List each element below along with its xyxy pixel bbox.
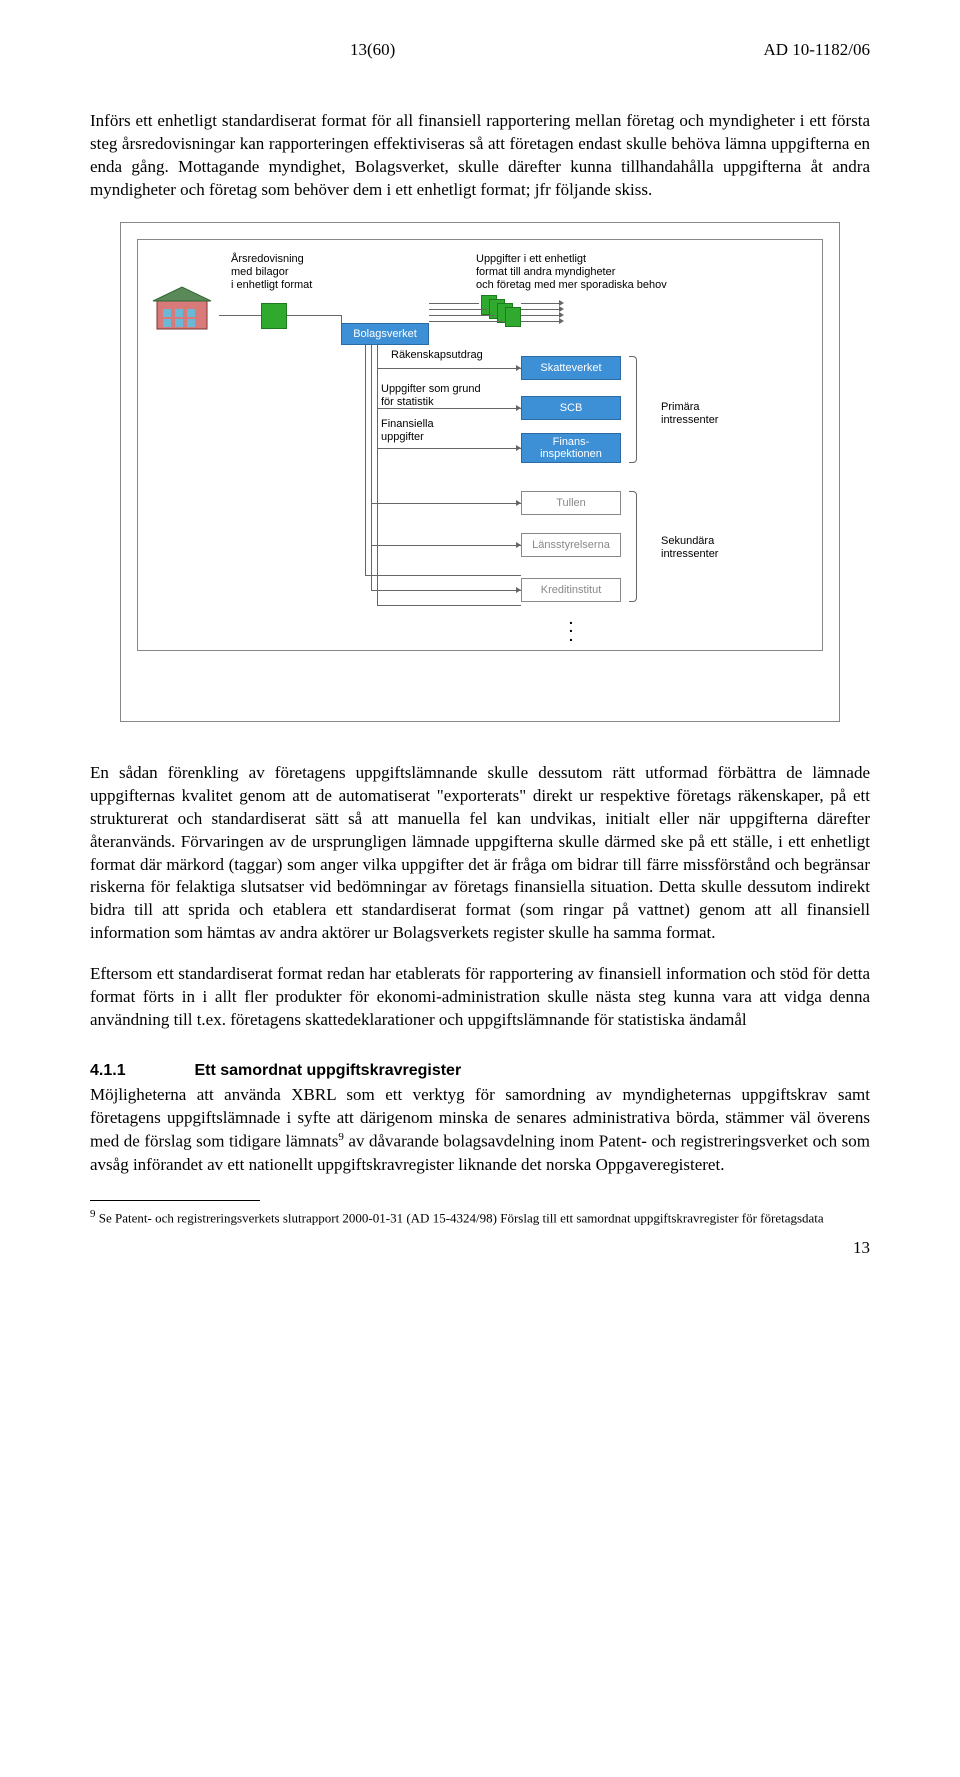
- connector-line: [521, 309, 561, 310]
- connector-line: [521, 321, 561, 322]
- rakenskap-label: Räkenskapsutdrag: [391, 349, 483, 362]
- input-label: Årsredovisning med bilagor i enhetligt f…: [231, 253, 312, 293]
- paragraph-4: Möjligheterna att använda XBRL som ett v…: [90, 1084, 870, 1176]
- lansstyr-label: Länsstyrelserna: [532, 539, 610, 551]
- scb-node: SCB: [521, 396, 621, 420]
- input-label-l2: med bilagor: [231, 266, 288, 278]
- finansiella-label: Finansiella uppgifter: [381, 418, 434, 444]
- page-of-label: 13(60): [350, 40, 395, 60]
- connector-line: [377, 345, 378, 605]
- bolagsverket-node: Bolagsverket: [341, 323, 429, 345]
- output-label-l1: Uppgifter i ett enhetligt: [476, 253, 586, 265]
- arrow-icon: [516, 500, 521, 506]
- finansinsp-label: Finans-inspektionen: [526, 436, 616, 460]
- skatteverket-node: Skatteverket: [521, 356, 621, 380]
- connector-line: [371, 590, 521, 591]
- connector-line: [521, 303, 561, 304]
- arrow-icon: [516, 365, 521, 371]
- output-label-l3: och företag med mer sporadiska behov: [476, 279, 667, 291]
- connector-line: [377, 448, 521, 449]
- page-number: 13: [90, 1238, 870, 1258]
- doc-id-label: AD 10-1182/06: [763, 40, 870, 60]
- footnote-9: 9 Se Patent- och registreringsverkets sl…: [90, 1207, 870, 1227]
- connector-line: [429, 303, 479, 304]
- primara-l1: Primära: [661, 401, 700, 413]
- connector-line: [377, 605, 521, 606]
- scb-label: SCB: [560, 402, 583, 414]
- section-heading: 4.1.1 Ett samordnat uppgiftskravregister: [90, 1062, 870, 1080]
- arrow-icon: [516, 405, 521, 411]
- sekundara-label: Sekundära intressenter: [661, 535, 718, 561]
- uppg-stat-l1: Uppgifter som grund: [381, 383, 481, 395]
- uppgifter-stat-label: Uppgifter som grund för statistik: [381, 383, 481, 409]
- section-title: Ett samordnat uppgiftskravregister: [194, 1062, 461, 1079]
- fin-l1: Finansiella: [381, 418, 434, 430]
- skatteverket-label: Skatteverket: [540, 362, 601, 374]
- connector-line: [365, 575, 521, 576]
- primara-l2: intressenter: [661, 414, 718, 426]
- output-label-l2: format till andra myndigheter: [476, 266, 615, 278]
- arrow-icon: [516, 445, 521, 451]
- paragraph-3: Eftersom ett standardiserat format redan…: [90, 963, 870, 1032]
- connector-line: [371, 345, 372, 590]
- sek-l1: Sekundära: [661, 535, 714, 547]
- tullen-node: Tullen: [521, 491, 621, 515]
- brace-primary: [629, 356, 637, 463]
- arrow-icon: [559, 318, 564, 324]
- arrow-icon: [516, 542, 521, 548]
- input-label-l3: i enhetligt format: [231, 279, 312, 291]
- paragraph-1: Införs ett enhetligt standardiserat form…: [90, 110, 870, 202]
- connector-line: [341, 315, 342, 323]
- bolagsverket-label: Bolagsverket: [353, 328, 417, 340]
- connector-line: [429, 309, 487, 310]
- connector-line: [219, 315, 261, 316]
- connector-line: [365, 345, 366, 575]
- input-label-l1: Årsredovisning: [231, 253, 304, 265]
- tullen-label: Tullen: [556, 497, 586, 509]
- finansinsp-node: Finans-inspektionen: [521, 433, 621, 463]
- lansstyr-node: Länsstyrelserna: [521, 533, 621, 557]
- connector-line: [377, 368, 521, 369]
- connector-line: [287, 315, 341, 316]
- arrow-icon: [516, 587, 521, 593]
- brace-secondary: [629, 491, 637, 602]
- kreditinst-node: Kreditinstitut: [521, 578, 621, 602]
- flow-diagram: Årsredovisning med bilagor i enhetligt f…: [120, 222, 840, 722]
- sek-l2: intressenter: [661, 548, 718, 560]
- connector-line: [371, 545, 521, 546]
- building-icon: [149, 283, 219, 333]
- primara-label: Primära intressenter: [661, 401, 718, 427]
- footnote-rule: [90, 1200, 260, 1201]
- green-node-out-4: [505, 307, 521, 327]
- connector-line: [429, 321, 503, 322]
- footnote-num: 9: [90, 1208, 96, 1220]
- uppg-stat-l2: för statistik: [381, 396, 434, 408]
- output-label: Uppgifter i ett enhetligt format till an…: [476, 253, 667, 293]
- fin-l2: uppgifter: [381, 431, 424, 443]
- connector-line: [521, 315, 561, 316]
- connector-line: [377, 408, 521, 409]
- connector-line: [429, 315, 495, 316]
- connector-line: [371, 503, 521, 504]
- paragraph-2: En sådan förenkling av företagens uppgif…: [90, 762, 870, 946]
- footnote-text: Se Patent- och registreringsverkets slut…: [99, 1211, 824, 1226]
- ellipsis-dots: ...: [569, 615, 573, 640]
- page-header: 13(60) AD 10-1182/06: [90, 40, 870, 60]
- section-number: 4.1.1: [90, 1062, 190, 1080]
- kreditinst-label: Kreditinstitut: [541, 584, 602, 596]
- green-node-input: [261, 303, 287, 329]
